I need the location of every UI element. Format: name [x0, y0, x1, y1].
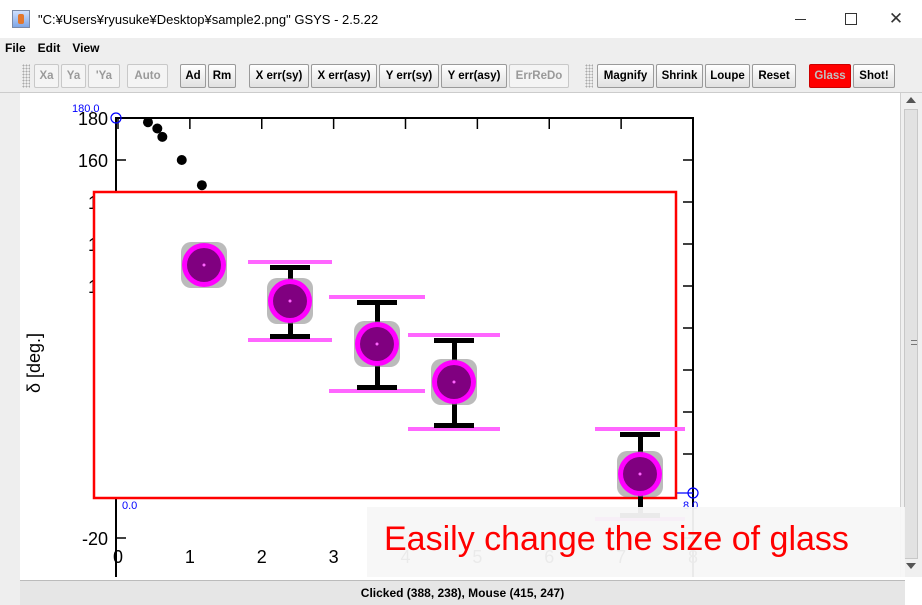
error-bar-cap-bottom	[248, 338, 332, 342]
menu-edit[interactable]: Edit	[37, 41, 61, 55]
point-center	[375, 342, 379, 346]
data-point	[152, 123, 163, 134]
image-canvas[interactable]: 1801601412108642-20 012345678 180.0 8.0 …	[20, 93, 905, 577]
remove-button[interactable]: Rm	[208, 64, 236, 88]
data-point	[176, 155, 187, 165]
error-bar-cap-top	[408, 333, 500, 337]
error-bar-serif-bottom	[270, 334, 310, 339]
scroll-thumb[interactable]	[904, 109, 918, 559]
menu-view[interactable]: View	[72, 41, 100, 55]
toolbar-grip[interactable]	[22, 64, 30, 88]
magnify-button[interactable]: Magnify	[597, 64, 654, 88]
y-axis-marker	[110, 112, 122, 124]
toolbar: Xa Ya 'Ya Auto Ad Rm X err(sy) X err(asy…	[0, 58, 922, 93]
x-tick-label: 2	[257, 547, 267, 567]
magnified-point	[181, 242, 227, 288]
point-center	[638, 472, 642, 476]
x-tick-label: 1	[185, 547, 195, 567]
magnified-points	[181, 242, 685, 521]
data-point	[196, 180, 207, 191]
error-bar-cap-bottom	[329, 389, 425, 393]
error-bar-serif-top	[357, 300, 397, 305]
y-top-marker-label: 180.0	[72, 103, 100, 115]
minimize-icon[interactable]	[782, 6, 818, 32]
toolbar-grip[interactable]	[585, 64, 593, 88]
shot-button[interactable]: Shot!	[853, 64, 895, 88]
menu-bar: File Edit View	[0, 38, 922, 58]
error-bar-serif-top	[270, 265, 310, 270]
add-button[interactable]: Ad	[180, 64, 206, 88]
origin-marker-label: 0.0	[122, 500, 137, 512]
scroll-down-icon[interactable]	[906, 563, 916, 569]
error-bar-serif-top	[434, 338, 474, 343]
maximize-icon[interactable]	[833, 6, 869, 32]
y-err-asy-button[interactable]: Y err(asy)	[441, 64, 507, 88]
point-center	[288, 299, 292, 303]
error-bar-serif-top	[620, 432, 660, 437]
loupe-button[interactable]: Loupe	[705, 64, 750, 88]
title-bar: "C:¥Users¥ryusuke¥Desktop¥sample2.png" G…	[0, 0, 922, 38]
error-bar-cap-top	[248, 260, 332, 264]
scroll-up-icon[interactable]	[906, 97, 916, 103]
magnifier-glass: 0.0	[92, 190, 685, 521]
x-tick-label: 0	[113, 547, 123, 567]
y-tick-label: 180	[78, 109, 108, 129]
magnified-point	[329, 295, 425, 393]
caption-text: Easily change the size of glass	[384, 520, 849, 558]
left-margin	[0, 93, 20, 605]
error-bar-cap-top	[329, 295, 425, 299]
y-err-sy-button[interactable]: Y err(sy)	[379, 64, 439, 88]
x-tick-label: 3	[329, 547, 339, 567]
point-center	[202, 263, 206, 267]
window-title: "C:¥Users¥ryusuke¥Desktop¥sample2.png" G…	[38, 12, 379, 27]
magnified-point	[595, 427, 685, 521]
vertical-scrollbar[interactable]	[900, 93, 922, 577]
shrink-button[interactable]: Shrink	[656, 64, 703, 88]
auto-button[interactable]: Auto	[127, 64, 168, 88]
reset-button[interactable]: Reset	[752, 64, 796, 88]
error-bar-serif-bottom	[357, 385, 397, 390]
close-icon[interactable]: ✕	[888, 9, 904, 28]
err-redo-button[interactable]: ErrReDo	[509, 64, 569, 88]
magnified-point	[248, 260, 332, 342]
menu-file[interactable]: File	[5, 41, 26, 55]
plot-svg: 1801601412108642-20 012345678 180.0 8.0 …	[24, 103, 699, 577]
data-point	[157, 131, 168, 142]
status-bar: Clicked (388, 238), Mouse (415, 247)	[20, 580, 905, 605]
error-bar-serif-bottom	[434, 423, 474, 428]
y-tick-label: 160	[78, 151, 108, 171]
caption-backdrop	[367, 507, 905, 577]
y-axis-label: δ [deg.]	[24, 333, 44, 393]
app-icon	[12, 10, 30, 28]
data-point	[142, 117, 153, 128]
xa-button[interactable]: Xa	[34, 64, 59, 88]
y-tick-label: -20	[82, 529, 108, 549]
outer-data-points	[142, 117, 207, 191]
point-center	[452, 380, 456, 384]
status-text: Clicked (388, 238), Mouse (415, 247)	[360, 586, 565, 600]
glass-button[interactable]: Glass	[809, 64, 851, 88]
ya-prime-button[interactable]: 'Ya	[88, 64, 120, 88]
magnified-point	[408, 333, 500, 431]
x-err-asy-button[interactable]: X err(asy)	[311, 64, 377, 88]
ya-button[interactable]: Ya	[61, 64, 86, 88]
x-err-sy-button[interactable]: X err(sy)	[249, 64, 309, 88]
error-bar-cap-top	[595, 427, 685, 431]
error-bar-cap-bottom	[408, 427, 500, 431]
